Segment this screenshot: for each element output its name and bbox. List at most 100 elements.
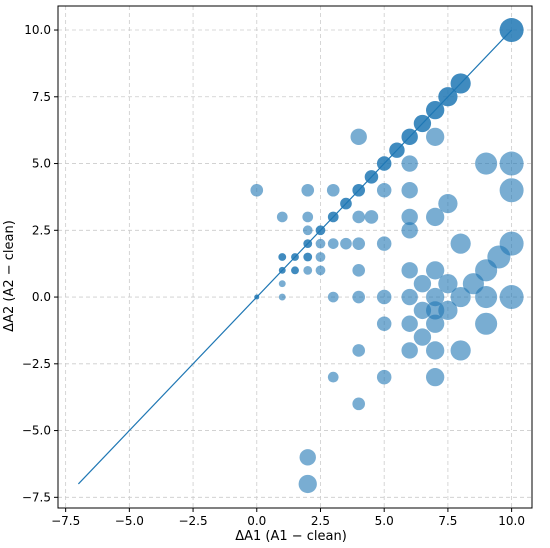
scatter-point: [278, 280, 286, 288]
scatter-point: [475, 152, 498, 175]
scatter-point: [413, 275, 432, 293]
scatter-point: [499, 151, 524, 176]
scatter-point: [499, 285, 524, 310]
scatter-point: [499, 178, 524, 203]
scatter-point: [438, 300, 458, 321]
scatter-point: [438, 274, 458, 294]
scatter-point: [278, 293, 286, 301]
y-tick-label: −7.5: [22, 490, 51, 504]
scatter-point-diagonal: [254, 294, 260, 300]
scatter-point: [401, 208, 418, 226]
scatter-point: [426, 207, 445, 227]
x-tick-label: 0.0: [247, 514, 266, 528]
scatter-point: [426, 341, 445, 360]
scatter-point: [298, 474, 317, 494]
scatter-point: [475, 312, 498, 335]
scatter-point: [401, 222, 418, 239]
plot-frame: [57, 5, 533, 509]
y-tick-label: 0.0: [32, 290, 51, 304]
scatter-point-diagonal: [303, 252, 313, 262]
scatter-point: [376, 236, 392, 251]
scatter-point-diagonal: [499, 18, 524, 43]
scatter-point: [315, 265, 326, 276]
y-tick-label: 7.5: [32, 90, 51, 104]
scatter-point: [276, 211, 288, 223]
scatter-point: [301, 183, 315, 197]
scatter-point-diagonal: [352, 183, 366, 197]
scatter-point-diagonal: [278, 266, 286, 274]
y-tick-label: 10.0: [24, 23, 51, 37]
scatter-point: [352, 264, 366, 277]
scatter-point: [302, 225, 313, 236]
scatter-point: [352, 290, 366, 304]
scatter-point: [250, 183, 264, 197]
scatter-point-diagonal: [291, 266, 299, 275]
scatter-point-diagonal: [389, 142, 405, 158]
scatter-point: [450, 233, 471, 254]
scatter-point: [376, 369, 392, 385]
scatter-point: [438, 193, 458, 214]
scatter-point-diagonal: [315, 225, 326, 236]
scatter-point: [364, 210, 379, 224]
scatter-point: [350, 128, 367, 146]
scatter-point: [352, 210, 366, 224]
scatter-point-diagonal: [278, 253, 287, 261]
scatter-point: [413, 328, 432, 346]
x-tick-label: −2.5: [178, 514, 207, 528]
scatter-point: [401, 262, 418, 279]
y-tick-label: −2.5: [22, 357, 51, 371]
scatter-point-diagonal: [426, 100, 445, 120]
scatter-point: [426, 368, 445, 387]
x-tick-label: 5.0: [375, 514, 394, 528]
scatter-point: [376, 182, 392, 198]
ticks: −7.5 −5.0 −2.5 0.0 2.5 5.0 7.5 10.0 −7.5 −5.0 −2.5…: [22, 23, 525, 528]
scatter-point-diagonal: [413, 114, 432, 133]
scatter-point: [352, 344, 366, 357]
scatter-point: [376, 316, 392, 332]
y-tick-label: −5.0: [22, 424, 51, 438]
scatter-point: [352, 237, 366, 250]
points-layer: [250, 18, 524, 494]
x-tick-label: 7.5: [438, 514, 457, 528]
scatter-point: [401, 288, 418, 306]
scatter-point: [299, 449, 316, 466]
scatter-point: [426, 314, 445, 333]
scatter-point: [426, 127, 445, 146]
scatter-point-diagonal: [291, 253, 299, 261]
scatter-point: [326, 183, 340, 197]
y-axis-label: ΔA2 (A2 − clean): [2, 220, 17, 332]
scatter-point-diagonal: [438, 87, 458, 107]
scatter-point: [315, 252, 326, 262]
scatter-point-diagonal: [376, 156, 392, 171]
scatter-point: [450, 286, 471, 308]
x-axis-label: ΔA1 (A1 − clean): [235, 529, 347, 544]
x-tick-label: −7.5: [51, 514, 80, 528]
scatter-point-diagonal: [364, 170, 379, 184]
scatter-point: [302, 211, 314, 223]
scatter-point: [499, 231, 524, 256]
scatter-point: [327, 371, 339, 383]
scatter-point: [413, 301, 432, 320]
y-tick-label: 5.0: [32, 157, 51, 171]
x-tick-label: 10.0: [498, 514, 525, 528]
scatter-point: [450, 340, 471, 361]
scatter-point: [475, 286, 498, 309]
x-tick-label: 2.5: [311, 514, 330, 528]
scatter-point: [315, 238, 326, 249]
scatter-point: [401, 155, 418, 172]
x-tick-label: −5.0: [115, 514, 144, 528]
scatter-point: [401, 315, 418, 332]
scatter-point: [426, 287, 445, 307]
scatter-point: [303, 265, 313, 275]
scatter-point: [376, 289, 392, 305]
scatter-point: [401, 342, 418, 359]
scatter-point: [352, 397, 366, 411]
scatter-point: [401, 182, 418, 199]
scatter-point-diagonal: [303, 239, 313, 249]
scatter-point-diagonal: [327, 211, 339, 223]
scatter-point: [426, 261, 445, 280]
y-tick-label: 2.5: [32, 223, 51, 237]
scatter-point-diagonal: [450, 73, 471, 94]
scatter-point-diagonal: [340, 197, 352, 210]
